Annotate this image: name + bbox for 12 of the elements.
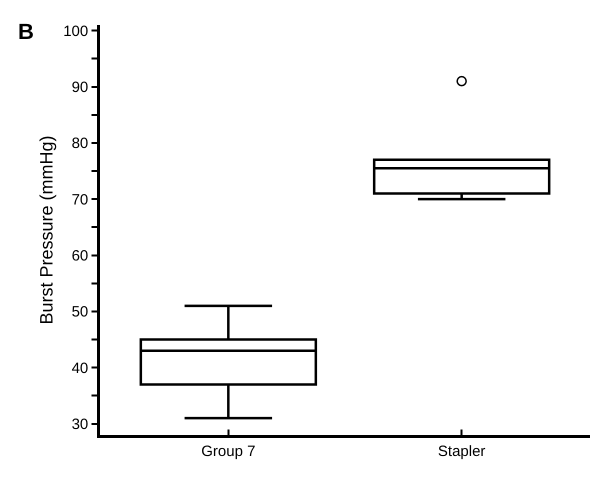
- y-axis-title: Burst Pressure (mmHg): [36, 135, 56, 325]
- x-tick-label: Stapler: [438, 442, 486, 460]
- y-tick-label: 40: [72, 360, 88, 377]
- text: B: [18, 19, 34, 44]
- y-tick-label: 50: [72, 304, 88, 321]
- x-tick-label: Group 7: [201, 442, 256, 460]
- y-tick-label: 30: [72, 416, 88, 434]
- y-tick-label: 90: [72, 79, 88, 96]
- y-tick-label: 80: [72, 135, 88, 152]
- y-tick-label: 70: [72, 191, 88, 208]
- y-tick-label: 60: [72, 248, 88, 265]
- y-tick-label: 100: [63, 22, 88, 40]
